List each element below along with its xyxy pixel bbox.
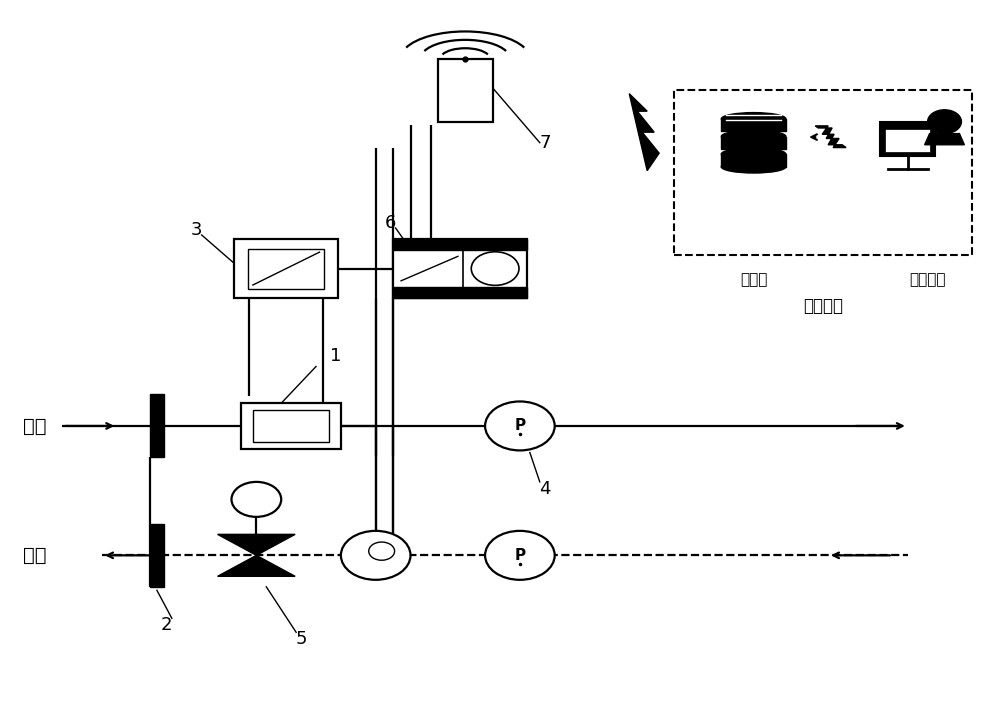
Text: P: P [514,419,525,434]
Polygon shape [629,94,659,171]
Text: 监控平台: 监控平台 [803,297,843,314]
Text: 2: 2 [161,616,173,634]
Text: 6: 6 [385,214,396,232]
Polygon shape [925,133,964,145]
Bar [241,403,341,448]
Ellipse shape [721,161,786,173]
Text: 回水: 回水 [23,546,46,565]
Circle shape [369,542,395,560]
Polygon shape [218,534,295,556]
Bar [721,154,786,166]
Circle shape [485,531,555,580]
Bar [234,239,338,298]
Polygon shape [218,556,295,576]
Text: 5: 5 [295,630,307,649]
Bar [393,239,527,250]
Circle shape [232,482,281,517]
Bar [674,90,972,255]
Bar [393,239,527,298]
Circle shape [471,252,519,286]
Bar [885,130,930,152]
Bar [393,287,527,298]
Circle shape [928,110,961,133]
Text: 1: 1 [330,347,342,365]
Bar [253,410,329,442]
Text: P: P [514,548,525,563]
Text: 服务器: 服务器 [740,272,767,287]
Text: 显示终端: 显示终端 [909,272,946,287]
Text: 供水: 供水 [23,417,46,436]
Bar [880,123,935,156]
Bar [150,395,164,458]
Polygon shape [815,126,846,147]
Ellipse shape [721,130,786,143]
Ellipse shape [721,148,786,161]
Bar [721,119,786,131]
Bar [438,59,493,122]
Ellipse shape [721,113,786,125]
Bar [248,249,324,288]
Text: 7: 7 [539,134,551,152]
Bar [721,137,786,149]
Text: 4: 4 [539,480,551,498]
Text: 3: 3 [191,221,202,239]
Circle shape [485,401,555,450]
Circle shape [341,531,411,580]
Bar [150,524,164,587]
